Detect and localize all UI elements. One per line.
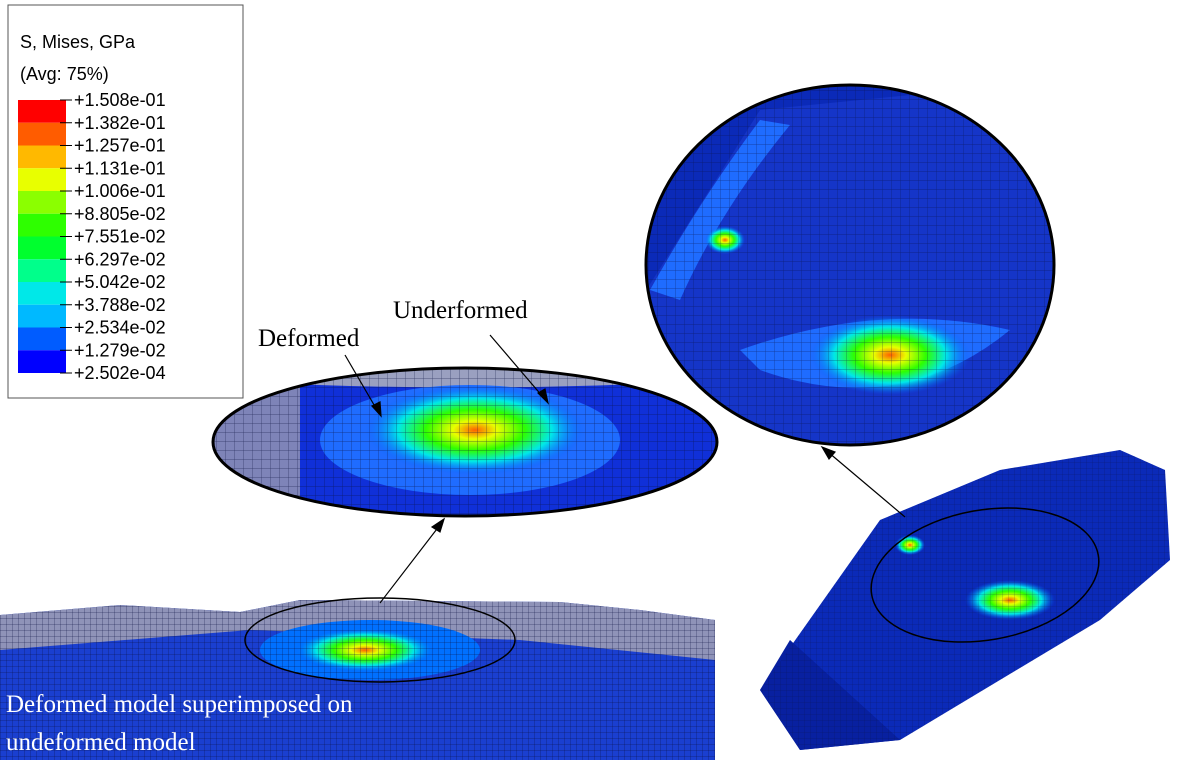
color-band [18, 123, 66, 146]
legend-label: +3.788e-02 [74, 295, 166, 315]
color-band [18, 100, 66, 123]
legend-label: +2.534e-02 [74, 318, 166, 338]
legend-label: +8.805e-02 [74, 204, 166, 224]
caption-line: Deformed model superimposed on [6, 691, 353, 718]
color-band [18, 259, 66, 282]
color-band [18, 305, 66, 328]
page: {"legend": {"title": "S, Mises, GPa", "s… [0, 0, 1181, 760]
zoom-circle [640, 80, 1060, 450]
legend-label: +2.502e-04 [74, 363, 166, 383]
zoom-deformed [210, 365, 720, 523]
legend-label: +1.382e-01 [74, 113, 166, 133]
caption-line: undeformed model [6, 729, 196, 756]
figure: Deformed Underformed Deformed model supe… [0, 0, 1181, 760]
legend-label: +5.042e-02 [74, 272, 166, 292]
legend: S, Mises, GPa (Avg: 75%) +1.508e-01 +1.38… [8, 5, 243, 398]
legend-label: +6.297e-02 [74, 249, 166, 269]
deformed-label: Deformed [258, 325, 360, 352]
legend-label: +1.257e-01 [74, 136, 166, 156]
color-band [18, 214, 66, 237]
legend-label: +1.006e-01 [74, 181, 166, 201]
color-band [18, 237, 66, 260]
color-band [18, 328, 66, 351]
legend-label: +7.551e-02 [74, 227, 166, 247]
color-band [18, 282, 66, 305]
car-model [760, 450, 1170, 750]
legend-label: +1.131e-01 [74, 158, 166, 178]
color-band [18, 168, 66, 191]
legend-subtitle: (Avg: 75%) [20, 64, 109, 84]
undeformed-label: Underformed [393, 297, 528, 324]
legend-title: S, Mises, GPa [20, 32, 136, 52]
legend-label: +1.508e-01 [74, 90, 166, 110]
color-band [18, 146, 66, 169]
color-band [18, 191, 66, 214]
color-band [18, 350, 66, 373]
legend-label: +1.279e-02 [74, 340, 166, 360]
